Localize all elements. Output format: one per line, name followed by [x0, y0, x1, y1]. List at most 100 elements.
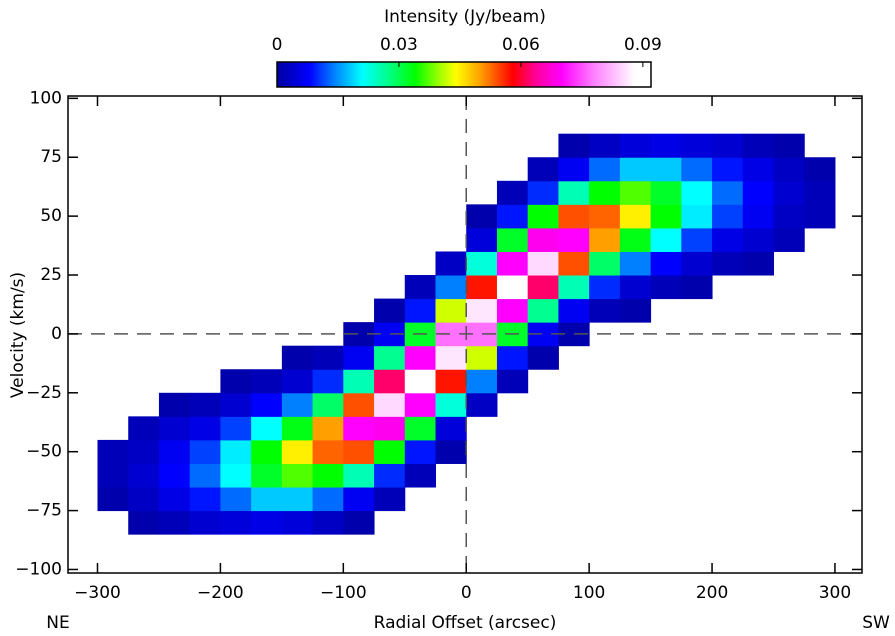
heatmap-cell — [496, 204, 529, 229]
x-tick-label: 200 — [696, 583, 728, 603]
heatmap-cell — [558, 180, 590, 205]
heatmap-cell — [374, 298, 406, 323]
heatmap-cell — [650, 180, 682, 205]
heatmap-cell — [404, 416, 437, 441]
heatmap-cell — [281, 392, 314, 417]
colorbar-tick-label: 0.09 — [624, 35, 662, 55]
y-tick-label: 75 — [40, 147, 62, 167]
annotation: NE — [46, 613, 69, 633]
heatmap-cell — [712, 133, 744, 158]
heatmap-cell — [220, 369, 252, 394]
heatmap-cell — [189, 416, 221, 441]
heatmap-cell — [466, 275, 498, 300]
heatmap-cell — [343, 510, 375, 535]
heatmap-cell — [527, 275, 559, 300]
heatmap-cell — [527, 180, 559, 205]
heatmap-cell — [251, 369, 283, 394]
heatmap-cell — [312, 369, 344, 394]
x-tick-label: 300 — [819, 583, 851, 603]
heatmap-cell — [712, 157, 744, 182]
heatmap-cell — [128, 416, 160, 441]
heatmap-cell — [158, 416, 191, 441]
heatmap-cell — [804, 180, 836, 205]
heatmap-cell — [681, 157, 713, 182]
heatmap-cell — [158, 510, 191, 535]
heatmap-cell — [712, 180, 744, 205]
heatmap-cell — [281, 345, 314, 370]
y-tick-label: 25 — [40, 265, 62, 285]
heatmap-cell — [97, 463, 129, 488]
heatmap-cell — [773, 157, 805, 182]
heatmap-cell — [681, 227, 713, 252]
heatmap-cell — [742, 133, 775, 158]
y-tick-label: −25 — [26, 383, 62, 403]
y-tick-label: −50 — [26, 442, 62, 462]
heatmap-cell — [435, 369, 467, 394]
heatmap-cell — [589, 204, 621, 229]
heatmap-cell — [558, 133, 590, 158]
heatmap-cell — [742, 227, 775, 252]
heatmap-cell — [343, 439, 375, 464]
heatmap-cell — [220, 439, 252, 464]
heatmap-cell — [773, 180, 805, 205]
heatmap-cell — [343, 369, 375, 394]
heatmap-cell — [496, 369, 529, 394]
heatmap-cell — [589, 157, 621, 182]
x-tick-label: −300 — [74, 583, 121, 603]
heatmap-cell — [496, 251, 529, 276]
heatmap-cell — [681, 251, 713, 276]
heatmap-cell — [374, 369, 406, 394]
heatmap-cell — [435, 439, 467, 464]
heatmap-cell — [189, 487, 221, 512]
heatmap-cell — [527, 251, 559, 276]
heatmap-cell — [128, 463, 160, 488]
heatmap-cell — [619, 275, 652, 300]
heatmap-cell — [742, 251, 775, 276]
heatmap-cell — [312, 392, 344, 417]
heatmap-cell — [189, 439, 221, 464]
heatmap-cell — [650, 251, 682, 276]
heatmap-cell — [527, 157, 559, 182]
y-tick-label: −100 — [15, 559, 62, 579]
heatmap-cell — [158, 392, 191, 417]
heatmap-cell — [220, 416, 252, 441]
heatmap-cell — [158, 463, 191, 488]
heatmap-cell — [650, 157, 682, 182]
heatmap-cell — [374, 345, 406, 370]
heatmap-cell — [189, 463, 221, 488]
heatmap-cell — [681, 133, 713, 158]
heatmap-cell — [404, 369, 437, 394]
heatmap-cell — [558, 251, 590, 276]
heatmap-cell — [281, 487, 314, 512]
heatmap-cell — [97, 439, 129, 464]
heatmap-cell — [189, 510, 221, 535]
heatmap-cell — [496, 227, 529, 252]
heatmap-cell — [281, 510, 314, 535]
colorbar-title: Intensity (Jy/beam) — [384, 7, 546, 27]
y-axis-label: Velocity (km/s) — [8, 272, 28, 398]
heatmap-cell — [343, 416, 375, 441]
heatmap-cell — [804, 204, 836, 229]
colorbar-tick-label: 0 — [272, 35, 283, 55]
heatmap-cell — [712, 227, 744, 252]
x-tick-label: −200 — [197, 583, 244, 603]
heatmap-cell — [466, 298, 498, 323]
heatmap-cell — [619, 227, 652, 252]
heatmap-cell — [312, 510, 344, 535]
y-tick-label: 50 — [40, 206, 62, 226]
heatmap-cell — [619, 204, 652, 229]
heatmap-cell — [558, 204, 590, 229]
heatmap-cell — [558, 275, 590, 300]
heatmap-cell — [589, 180, 621, 205]
heatmap-cell — [619, 157, 652, 182]
heatmap-cell — [742, 180, 775, 205]
x-axis-label: Radial Offset (arcsec) — [374, 613, 557, 633]
y-tick-label: −75 — [26, 501, 62, 521]
heatmap-cell — [496, 275, 529, 300]
heatmap-cell — [374, 439, 406, 464]
heatmap-cell — [128, 439, 160, 464]
heatmap-cell — [496, 298, 529, 323]
heatmap-cell — [496, 180, 529, 205]
heatmap-cell — [435, 416, 467, 441]
